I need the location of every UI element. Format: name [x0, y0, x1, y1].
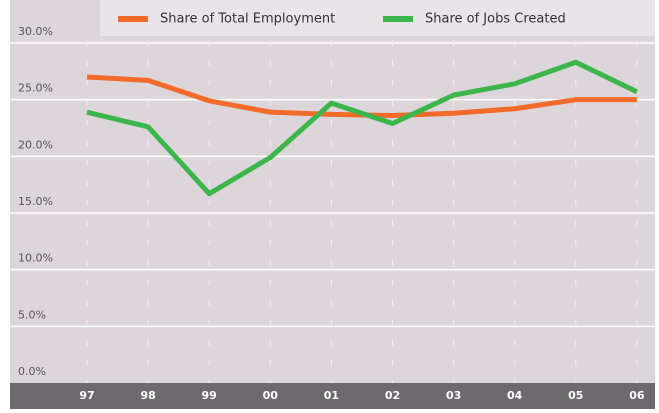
y-tick-label: 10.0% — [18, 252, 53, 265]
x-tick-label: 00 — [263, 389, 279, 402]
legend-swatch — [383, 16, 413, 22]
x-tick-label: 05 — [568, 389, 583, 402]
y-tick-label: 5.0% — [18, 308, 46, 321]
y-tick-label: 30.0% — [18, 25, 53, 38]
y-tick-label: 15.0% — [18, 195, 53, 208]
y-tick-label: 20.0% — [18, 138, 53, 151]
x-axis-band — [10, 383, 655, 409]
y-tick-label: 0.0% — [18, 365, 46, 378]
x-tick-label: 97 — [79, 389, 94, 402]
legend-label: Share of Jobs Created — [425, 12, 566, 27]
legend-label: Share of Total Employment — [160, 12, 335, 27]
x-tick-label: 02 — [385, 389, 400, 402]
x-tick-label: 04 — [507, 389, 523, 402]
legend-background — [100, 0, 655, 36]
y-tick-label: 25.0% — [18, 82, 53, 95]
data-line — [86, 59, 638, 197]
legend-swatch — [118, 16, 148, 22]
x-tick-label: 99 — [202, 389, 217, 402]
x-tick-label: 06 — [629, 389, 645, 402]
x-tick-label: 03 — [446, 389, 461, 402]
x-tick-label: 98 — [140, 389, 155, 402]
plot-background — [10, 0, 655, 383]
x-tick-label: 01 — [324, 389, 339, 402]
